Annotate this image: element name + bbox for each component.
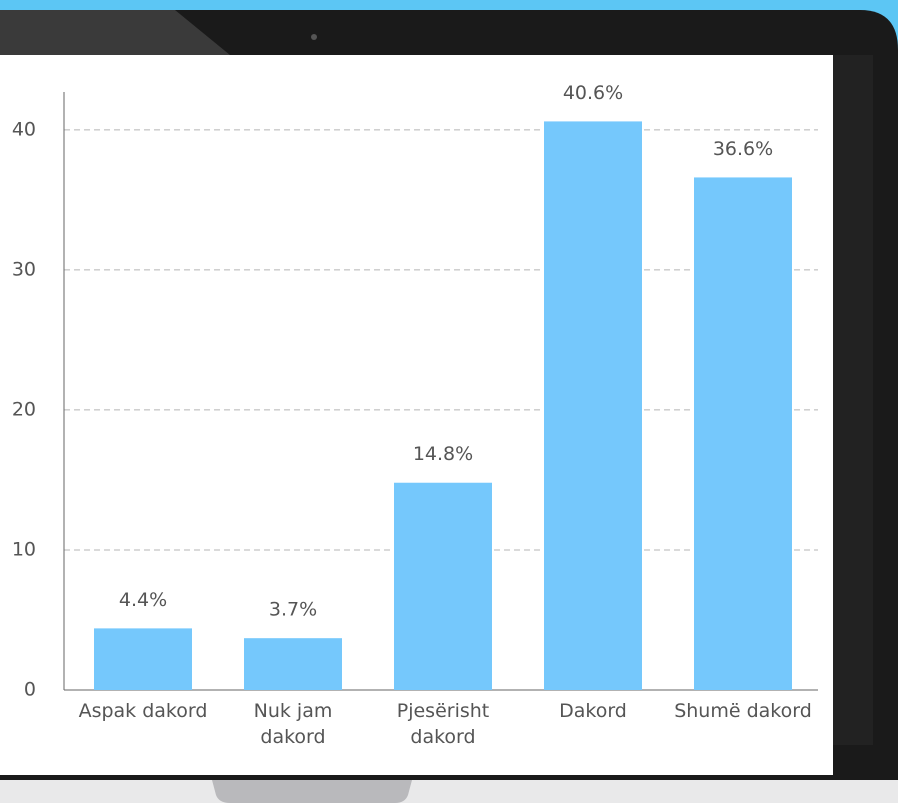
bar [394,482,492,690]
value-label: 36.6% [713,138,773,160]
bar [694,177,792,690]
x-tick-label: Dakord [559,700,627,722]
value-label: 4.4% [119,589,167,611]
x-tick-label: Aspak dakord [78,700,208,722]
x-tick-label: Nuk jam dakord [253,700,333,748]
value-label: 40.6% [563,82,623,104]
plot: 0 10 20 30 40 4.4% 3.7% 14.8% 40.6% 36.6% [12,82,818,701]
y-tick-label: 0 [24,679,36,701]
y-tick-label: 20 [12,398,36,420]
x-tick-label: Pjesërisht dakord [396,700,490,748]
laptop-stand [212,780,412,803]
y-tick-label: 30 [12,258,36,280]
laptop-base [0,780,898,803]
x-tick-label: Shumë dakord [674,700,812,722]
bar [244,638,342,690]
bar [94,628,192,690]
value-label: 3.7% [269,599,317,621]
bezel-glare [0,10,230,55]
side-bezel [833,55,873,745]
webcam [311,34,317,40]
y-tick-label: 10 [12,538,36,560]
bar [544,121,642,690]
value-label: 14.8% [413,443,473,465]
y-tick-label: 40 [12,118,36,140]
